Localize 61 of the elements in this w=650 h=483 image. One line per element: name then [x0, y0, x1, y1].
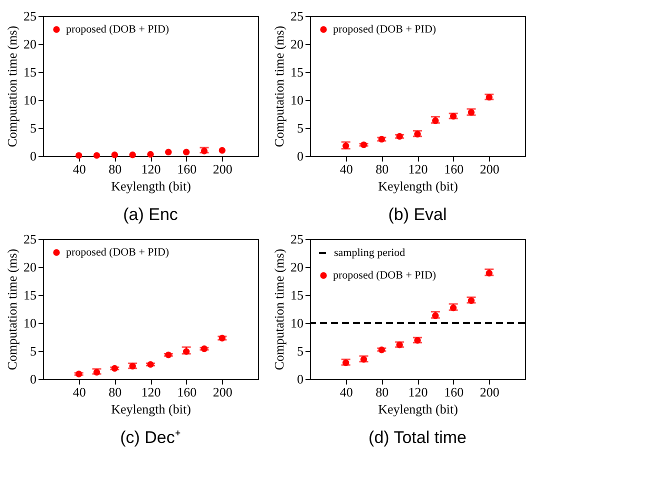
y-tick-label: 20 — [290, 260, 304, 274]
y-tick-label: 15 — [290, 64, 304, 80]
legend-label: proposed (DOB + PID) — [333, 270, 436, 282]
y-axis-title: Computation time (ms) — [4, 26, 20, 148]
y-tick-label: 10 — [290, 92, 304, 108]
y-tick-label: 25 — [24, 8, 36, 24]
y-axis-title: Computation time (ms) — [272, 248, 286, 370]
y-tick-label: 0 — [297, 372, 304, 386]
legend-label: proposed (DOB + PID) — [333, 24, 436, 36]
x-tick-label: 80 — [108, 384, 122, 400]
x-tick-label: 80 — [376, 162, 389, 176]
y-tick-label: 5 — [30, 344, 36, 358]
y-tick-label: 20 — [290, 36, 304, 52]
text: (b) Eval — [388, 205, 447, 224]
x-axis-title: Keylength (bit) — [378, 178, 458, 194]
y-tick-label: 25 — [290, 8, 304, 24]
x-tick-label: 160 — [177, 384, 197, 400]
y-tick-label: 20 — [24, 260, 36, 274]
x-tick-label: 160 — [444, 384, 464, 400]
y-axis-title: Computation time (ms) — [4, 248, 20, 370]
y-tick-label: 10 — [24, 316, 36, 330]
y-tick-label: 5 — [297, 344, 304, 358]
x-tick-label: 160 — [177, 162, 197, 176]
y-tick-label: 10 — [290, 316, 304, 330]
legend-label: sampling period — [334, 247, 406, 259]
y-tick-label: 15 — [290, 288, 304, 302]
text: (d) Total time — [368, 428, 466, 447]
x-axis-title: Keylength (bit) — [378, 402, 458, 416]
x-tick-label: 200 — [212, 384, 232, 400]
y-tick-label: 5 — [30, 120, 36, 136]
x-tick-label: 80 — [376, 384, 389, 400]
y-tick-label: 0 — [297, 148, 304, 164]
x-tick-label: 40 — [340, 384, 353, 400]
x-tick-label: 200 — [480, 162, 500, 176]
x-axis-title: Keylength (bit) — [111, 402, 191, 416]
x-tick-label: 200 — [480, 384, 500, 400]
x-tick-label: 120 — [141, 384, 161, 400]
x-tick-label: 120 — [408, 162, 428, 176]
legend-label: proposed (DOB + PID) — [66, 24, 170, 36]
x-tick-label: 120 — [408, 384, 428, 400]
y-tick-label: 5 — [297, 120, 304, 136]
y-tick-label: 25 — [24, 232, 36, 246]
y-tick-label: 0 — [30, 372, 36, 386]
x-tick-label: 40 — [72, 162, 86, 176]
text: (c) Dec⁺ — [120, 428, 181, 447]
y-tick-label: 20 — [24, 36, 36, 52]
y-tick-label: 0 — [30, 148, 36, 164]
x-tick-label: 200 — [212, 162, 232, 176]
x-tick-label: 40 — [72, 384, 86, 400]
legend-label: proposed (DOB + PID) — [66, 246, 170, 258]
y-tick-label: 15 — [24, 288, 36, 302]
x-axis-title: Keylength (bit) — [111, 178, 191, 194]
x-tick-label: 120 — [141, 162, 161, 176]
x-tick-label: 40 — [340, 162, 353, 176]
y-axis-title: Computation time (ms) — [272, 26, 286, 148]
x-tick-label: 160 — [444, 162, 464, 176]
text: (a) Enc — [123, 205, 178, 224]
x-tick-label: 80 — [108, 162, 122, 176]
y-tick-label: 10 — [24, 92, 36, 108]
y-tick-label: 15 — [24, 64, 36, 80]
y-tick-label: 25 — [290, 232, 304, 246]
